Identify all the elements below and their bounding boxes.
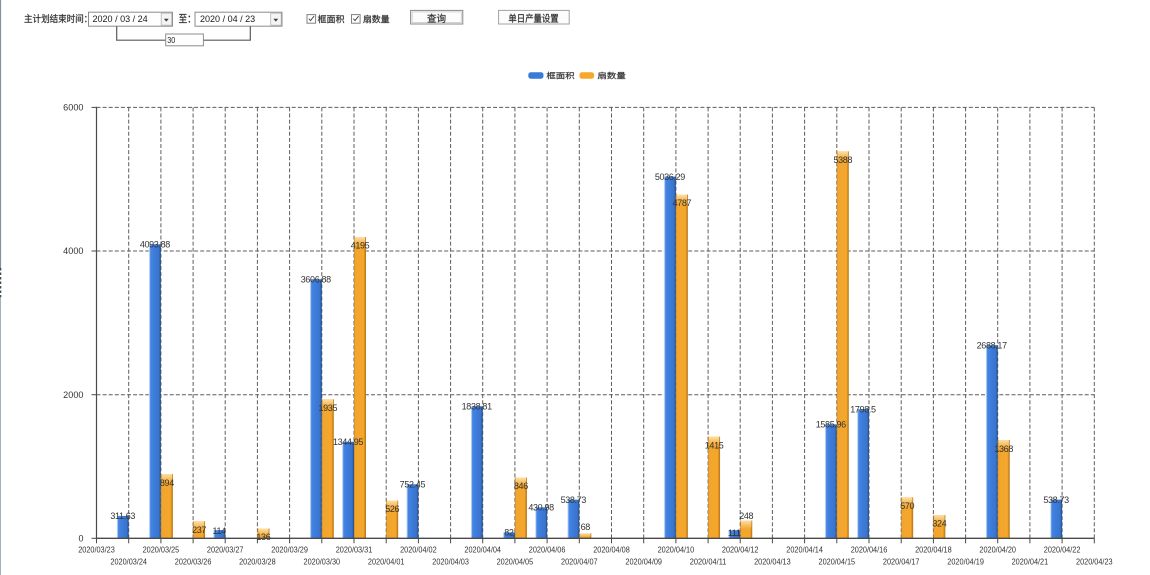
svg-text:0: 0 bbox=[78, 533, 83, 543]
svg-text:1798.5: 1798.5 bbox=[850, 404, 876, 414]
svg-text:2020/04/14: 2020/04/14 bbox=[786, 545, 823, 555]
svg-text:237: 237 bbox=[192, 525, 206, 535]
svg-text:2020/04/01: 2020/04/01 bbox=[368, 557, 405, 567]
svg-text:2020/04/04: 2020/04/04 bbox=[464, 545, 501, 555]
svg-text:2000: 2000 bbox=[63, 390, 83, 400]
svg-text:2020/03/29: 2020/03/29 bbox=[271, 545, 308, 555]
svg-text:2020/04/06: 2020/04/06 bbox=[529, 545, 566, 555]
svg-text:2020/03/27: 2020/03/27 bbox=[207, 545, 244, 555]
svg-text:2020/04/05: 2020/04/05 bbox=[497, 557, 534, 567]
svg-text:2020/03/30: 2020/03/30 bbox=[304, 557, 341, 567]
svg-text:570: 570 bbox=[900, 501, 914, 511]
svg-text:2020/04/08: 2020/04/08 bbox=[593, 545, 630, 555]
svg-text:2020/04/18: 2020/04/18 bbox=[915, 545, 952, 555]
svg-text:4000: 4000 bbox=[63, 246, 83, 256]
svg-text:538.73: 538.73 bbox=[1043, 495, 1069, 505]
svg-text:894: 894 bbox=[160, 478, 174, 488]
svg-text:2020/04/13: 2020/04/13 bbox=[754, 557, 791, 567]
svg-text:2020/04/02: 2020/04/02 bbox=[400, 545, 437, 555]
svg-text:68: 68 bbox=[581, 522, 591, 532]
svg-text:430.98: 430.98 bbox=[528, 503, 554, 513]
svg-text:846: 846 bbox=[514, 481, 528, 491]
svg-text:2020/04/17: 2020/04/17 bbox=[883, 557, 920, 567]
svg-text:2020/04/19: 2020/04/19 bbox=[947, 557, 984, 567]
svg-text:2020/04/03: 2020/04/03 bbox=[432, 557, 469, 567]
svg-text:114: 114 bbox=[213, 526, 227, 536]
svg-text:538.73: 538.73 bbox=[561, 495, 587, 505]
svg-text:30: 30 bbox=[167, 35, 175, 45]
svg-text:5388: 5388 bbox=[833, 155, 852, 165]
svg-text:4195: 4195 bbox=[351, 241, 370, 251]
svg-text:324: 324 bbox=[932, 519, 946, 529]
svg-text:2020/03/28: 2020/03/28 bbox=[239, 557, 276, 567]
svg-text:2020/04/23: 2020/04/23 bbox=[1076, 557, 1113, 567]
svg-text:2020/04/07: 2020/04/07 bbox=[561, 557, 598, 567]
svg-text:4787: 4787 bbox=[673, 198, 692, 208]
svg-text:2020/04/21: 2020/04/21 bbox=[1012, 557, 1049, 567]
svg-text:2020/04/15: 2020/04/15 bbox=[819, 557, 856, 567]
svg-text:2020/03/26: 2020/03/26 bbox=[175, 557, 212, 567]
svg-text:1935: 1935 bbox=[318, 403, 337, 413]
svg-text:2020/04/20: 2020/04/20 bbox=[979, 545, 1016, 555]
svg-text:4093.88: 4093.88 bbox=[140, 240, 170, 250]
svg-text:82: 82 bbox=[504, 528, 514, 538]
svg-text:526: 526 bbox=[385, 504, 399, 514]
svg-text:2020/03/31: 2020/03/31 bbox=[336, 545, 373, 555]
svg-text:1368: 1368 bbox=[994, 444, 1013, 454]
svg-text:2020/04/16: 2020/04/16 bbox=[851, 545, 888, 555]
svg-text:2020/04/22: 2020/04/22 bbox=[1044, 545, 1081, 555]
svg-text:311.63: 311.63 bbox=[110, 511, 135, 521]
svg-text:248: 248 bbox=[739, 511, 753, 521]
svg-text:1838.81: 1838.81 bbox=[462, 401, 492, 411]
svg-text:2020 / 04 / 23: 2020 / 04 / 23 bbox=[200, 14, 255, 24]
svg-text:2020/04/12: 2020/04/12 bbox=[722, 545, 759, 555]
svg-text:5036.29: 5036.29 bbox=[655, 172, 685, 182]
svg-text:2020/04/09: 2020/04/09 bbox=[625, 557, 662, 567]
svg-text:2020/03/24: 2020/03/24 bbox=[110, 557, 147, 567]
svg-text:6000: 6000 bbox=[63, 103, 83, 113]
svg-text:1344.95: 1344.95 bbox=[333, 437, 363, 447]
svg-text:136: 136 bbox=[256, 532, 270, 542]
svg-text:111: 111 bbox=[728, 528, 741, 538]
svg-text:2020/03/23: 2020/03/23 bbox=[78, 545, 115, 555]
svg-text:2020 / 03 / 24: 2020 / 03 / 24 bbox=[93, 14, 148, 24]
svg-text:752.45: 752.45 bbox=[400, 480, 426, 490]
svg-text:3606.88: 3606.88 bbox=[301, 275, 331, 285]
svg-text:2020/04/10: 2020/04/10 bbox=[658, 545, 695, 555]
svg-text:2020/03/25: 2020/03/25 bbox=[143, 545, 180, 555]
svg-text:2020/04/11: 2020/04/11 bbox=[690, 557, 727, 567]
svg-text:1585.96: 1585.96 bbox=[816, 420, 846, 430]
svg-text:2688.17: 2688.17 bbox=[977, 340, 1007, 350]
svg-text:1415: 1415 bbox=[705, 440, 724, 450]
